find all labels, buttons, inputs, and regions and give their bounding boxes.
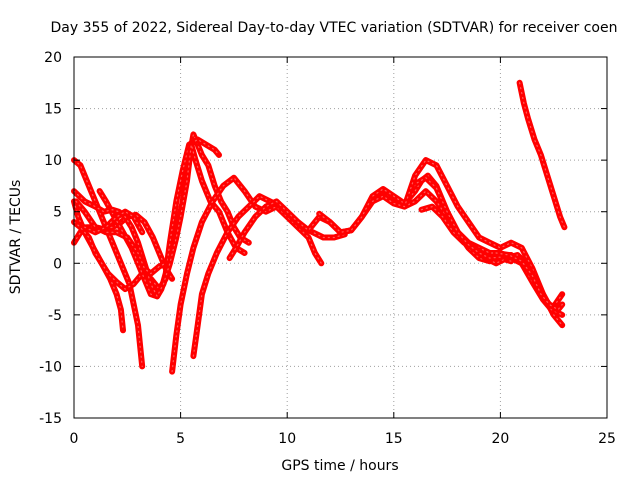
y-tick-label: -10 bbox=[39, 359, 62, 375]
series-arc16-markers bbox=[495, 252, 563, 311]
y-tick-label: -5 bbox=[48, 308, 62, 324]
x-axis-label: GPS time / hours bbox=[281, 458, 398, 474]
x-tick-label: 10 bbox=[278, 431, 296, 447]
series-arc15 bbox=[516, 79, 568, 231]
y-tick-label: 15 bbox=[44, 102, 62, 118]
series-arc6-markers bbox=[73, 144, 246, 297]
series-arc1 bbox=[71, 157, 146, 370]
series-arc12-markers bbox=[371, 159, 563, 326]
series-arc11-markers bbox=[318, 175, 512, 262]
x-tick-label: 5 bbox=[176, 431, 185, 447]
series-arc3-markers bbox=[73, 214, 173, 280]
y-tick-label: 10 bbox=[44, 153, 62, 169]
series-arc15-markers bbox=[519, 82, 565, 228]
x-tick-label: 0 bbox=[70, 431, 79, 447]
y-tick-label: -15 bbox=[39, 411, 62, 427]
chart-title: Day 355 of 2022, Sidereal Day-to-day VTE… bbox=[51, 20, 618, 36]
x-tick-label: 15 bbox=[385, 431, 403, 447]
series-arc7-markers bbox=[75, 200, 167, 275]
series-arc17 bbox=[81, 208, 146, 236]
x-tick-label: 25 bbox=[598, 431, 616, 447]
y-tick-label: 5 bbox=[53, 205, 62, 221]
plot-frame bbox=[73, 56, 608, 419]
axes: 0 5 10 15 20 25 -15 -10 -5 0 5 10 15 20 bbox=[39, 50, 616, 447]
y-tick-label: 20 bbox=[44, 50, 62, 66]
data-traces bbox=[71, 79, 568, 375]
x-tick-label: 20 bbox=[491, 431, 509, 447]
series-arc6 bbox=[71, 141, 248, 300]
series-arc1-markers bbox=[73, 159, 143, 367]
y-axis-label: SDTVAR / TECUs bbox=[8, 180, 24, 295]
series-arc9 bbox=[190, 193, 348, 360]
y-tick-label: 0 bbox=[53, 256, 62, 272]
series-arc10-markers bbox=[229, 190, 523, 264]
